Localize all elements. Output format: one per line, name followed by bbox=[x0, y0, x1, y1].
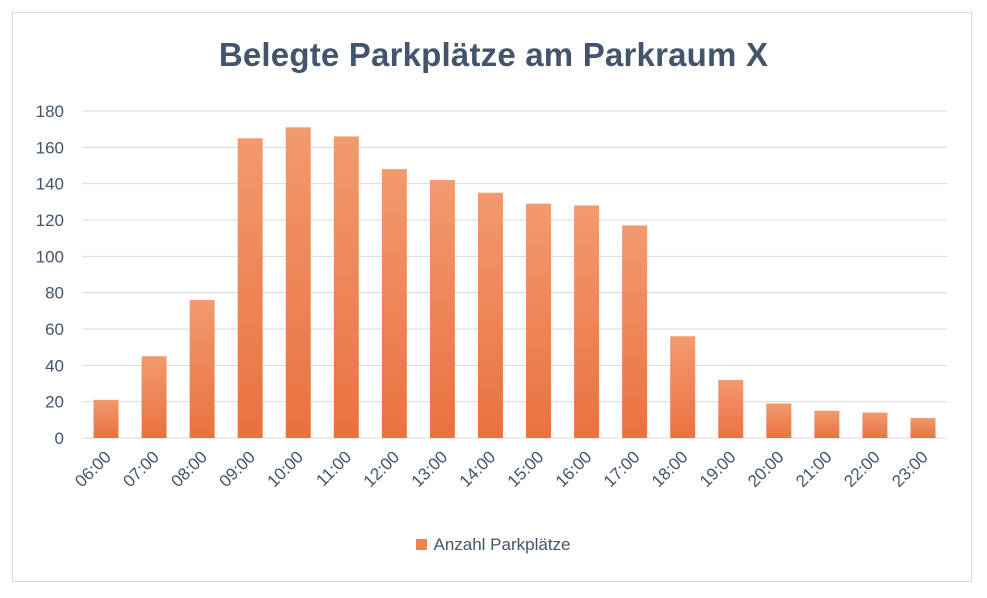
x-tick-label: 13:00 bbox=[408, 447, 452, 491]
bar-1300 bbox=[429, 180, 455, 439]
x-tick-label: 11:00 bbox=[313, 447, 356, 490]
bar-2300 bbox=[910, 418, 936, 438]
legend-swatch bbox=[416, 539, 428, 550]
bar-1100 bbox=[333, 136, 359, 438]
y-tick-label: 20 bbox=[45, 393, 64, 412]
x-tick-label: 06:00 bbox=[71, 447, 115, 491]
bar-1800 bbox=[670, 336, 696, 438]
y-tick-label: 100 bbox=[36, 247, 64, 266]
bar-0800 bbox=[189, 299, 215, 438]
x-tick-label: 16:00 bbox=[552, 447, 596, 491]
gridlines bbox=[82, 110, 947, 439]
bar-2000 bbox=[766, 403, 792, 438]
x-tick-label: 15:00 bbox=[504, 447, 548, 491]
bar-1700 bbox=[622, 225, 648, 438]
x-tick-label: 14:00 bbox=[456, 447, 500, 491]
bar-0600 bbox=[93, 399, 119, 438]
bars bbox=[93, 127, 936, 439]
x-tick-label: 08:00 bbox=[167, 447, 211, 491]
bar-0700 bbox=[141, 356, 167, 438]
x-tick-label: 21:00 bbox=[792, 447, 836, 491]
y-axis-tick-labels: 0 20 40 60 80 100 120 140 160 180 bbox=[36, 102, 64, 448]
y-tick-label: 180 bbox=[36, 102, 64, 121]
bar-1500 bbox=[526, 203, 552, 438]
bar-1200 bbox=[381, 169, 407, 438]
x-tick-label: 22:00 bbox=[840, 447, 884, 491]
bar-1000 bbox=[285, 127, 311, 438]
y-tick-label: 120 bbox=[36, 211, 64, 230]
bar-2100 bbox=[814, 410, 840, 438]
x-tick-label: 17:00 bbox=[600, 447, 644, 491]
bar-2200 bbox=[862, 412, 888, 438]
y-tick-label: 160 bbox=[36, 138, 64, 157]
x-tick-label: 23:00 bbox=[888, 447, 932, 491]
y-tick-label: 0 bbox=[55, 429, 64, 448]
x-axis-tick-labels: 06:00 07:00 08:00 09:00 10:00 11:00 12:00 13:00… bbox=[71, 447, 931, 491]
bar-1400 bbox=[477, 192, 503, 438]
x-tick-label: 12:00 bbox=[360, 447, 404, 491]
y-tick-label: 80 bbox=[45, 284, 64, 303]
legend: Anzahl Parkplätze bbox=[0, 535, 987, 555]
legend-label: Anzahl Parkplätze bbox=[433, 535, 571, 554]
x-tick-label: 18:00 bbox=[648, 447, 692, 491]
x-tick-label: 09:00 bbox=[216, 447, 260, 491]
y-tick-label: 40 bbox=[45, 356, 64, 375]
bar-0900 bbox=[237, 138, 263, 438]
y-tick-label: 60 bbox=[45, 320, 64, 339]
x-tick-label: 20:00 bbox=[744, 447, 788, 491]
x-tick-label: 19:00 bbox=[696, 447, 740, 491]
bar-1900 bbox=[718, 379, 744, 438]
x-tick-label: 07:00 bbox=[119, 447, 163, 491]
bar-1600 bbox=[574, 205, 600, 438]
y-tick-label: 140 bbox=[36, 175, 64, 194]
x-tick-label: 10:00 bbox=[264, 447, 308, 491]
chart-title: Belegte Parkplätze am Parkraum X bbox=[218, 36, 769, 73]
